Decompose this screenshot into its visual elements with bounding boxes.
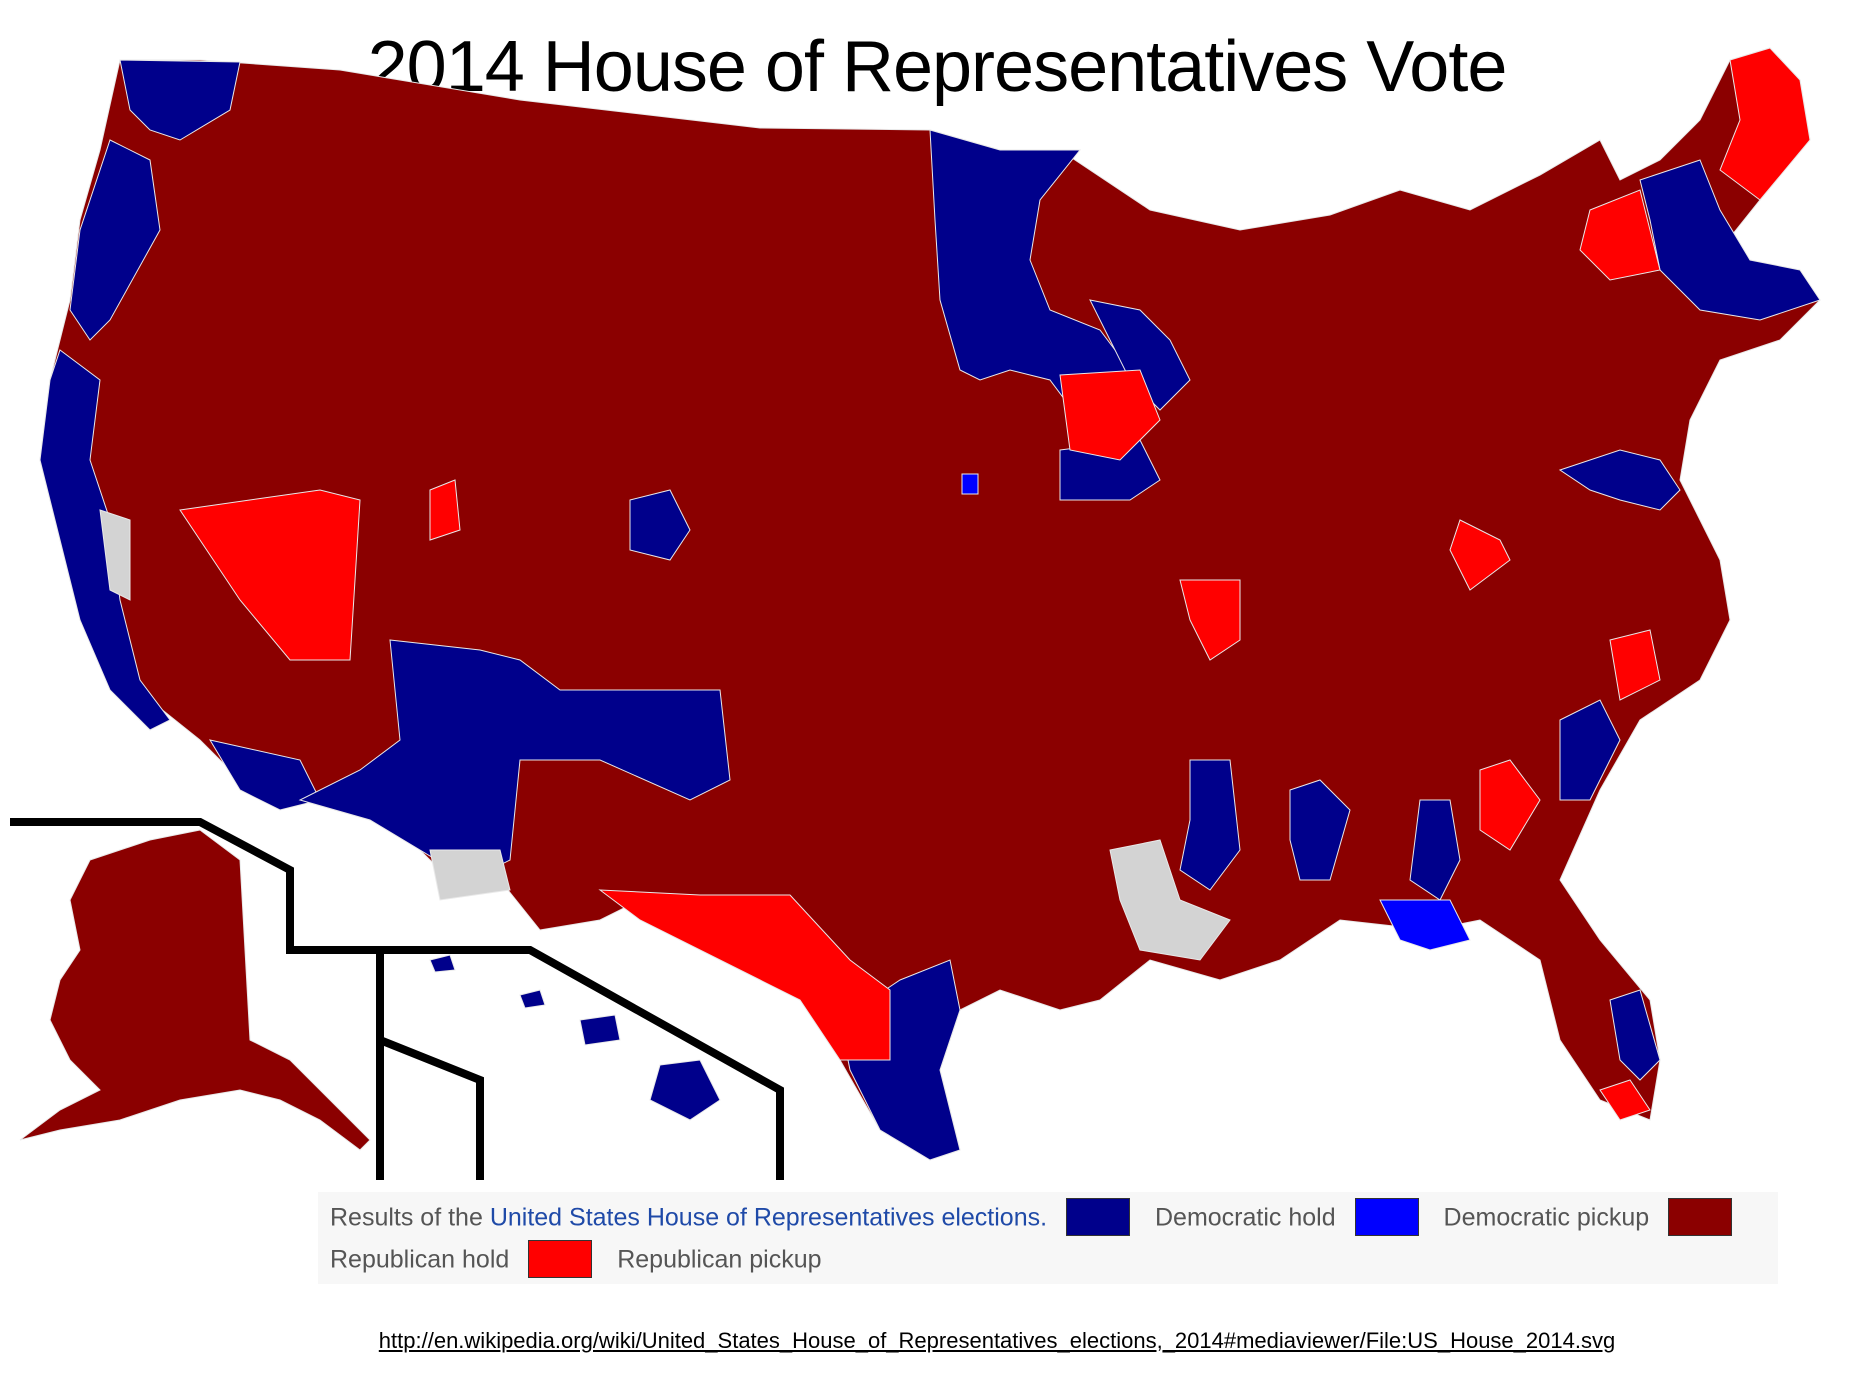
region-no-data-louisiana	[1109, 839, 1231, 961]
region-hawaii-big-island	[649, 1059, 721, 1121]
region-dem-pickup-florida	[1379, 899, 1471, 951]
region-dem-socal	[208, 739, 321, 811]
legend-swatch-republican-pickup	[528, 1240, 593, 1279]
region-no-data-arizona	[429, 849, 511, 901]
hawaii-inset-border	[380, 946, 784, 1180]
legend-swatch-democratic-pickup	[1354, 1198, 1419, 1237]
region-dem-mid-atlantic	[1558, 449, 1681, 511]
region-rep-pickup-florida	[1599, 1079, 1651, 1121]
region-dem-washington	[119, 59, 241, 141]
source-link[interactable]: http://en.wikipedia.org/wiki/United_Stat…	[378, 1328, 1616, 1353]
region-dem-west-coast	[69, 139, 161, 341]
legend-row-2: Republican hold Republican pickup	[330, 1238, 822, 1279]
region-dem-colorado	[629, 489, 691, 561]
map-title: 2014 House of Representatives Vote	[367, 27, 1508, 107]
legend-row-1: Results of the United States House of Re…	[330, 1196, 1750, 1237]
region-rep-pickup-iowa	[1059, 369, 1161, 461]
region-rep-pickup-nevada	[179, 489, 361, 661]
region-hawaii-3	[579, 1014, 621, 1046]
region-dem-georgia	[1409, 799, 1461, 901]
region-dem-mississippi	[1179, 759, 1241, 891]
legend-label-republican-hold: Republican hold	[330, 1245, 510, 1274]
legend-link[interactable]: United States House of Representatives e…	[489, 1203, 1048, 1232]
region-dem-nc	[1559, 699, 1621, 801]
legend-label-democratic-hold: Democratic hold	[1154, 1203, 1336, 1232]
legend-label-democratic-pickup: Democratic pickup	[1443, 1203, 1650, 1232]
region-dem-arizona-nm	[298, 639, 731, 881]
region-dem-alabama	[1289, 779, 1351, 881]
legend-swatch-republican-hold	[1668, 1198, 1733, 1237]
legend: Results of the United States House of Re…	[318, 1192, 1778, 1284]
region-rep-pickup-illinois	[1179, 579, 1241, 661]
region-dem-pickup-nebraska	[961, 473, 979, 495]
us-district-map	[10, 47, 1821, 1180]
region-dem-florida	[1609, 989, 1661, 1081]
region-alaska	[19, 829, 371, 1151]
region-no-data-california	[99, 509, 131, 601]
region-hawaii-2	[519, 989, 546, 1009]
region-rep-pickup-utah	[429, 479, 461, 541]
alaska-inset-border	[10, 818, 384, 1180]
region-rep-pickup-georgia	[1479, 759, 1541, 851]
region-rep-pickup-new-york	[1579, 189, 1661, 281]
region-rep-pickup-texas	[598, 889, 891, 1061]
region-rep-pickup-maine	[1719, 47, 1811, 201]
region-dem-vermont-mass	[1639, 159, 1821, 321]
legend-swatch-democratic-hold	[1066, 1198, 1131, 1237]
region-hawaii-1	[429, 954, 456, 973]
hawaii-inset-border-inner	[378, 1036, 484, 1180]
legend-intro: Results of the	[330, 1203, 483, 1232]
region-rep-pickup-wv	[1449, 519, 1511, 591]
region-rep-pickup-nc	[1609, 629, 1661, 701]
legend-label-republican-pickup: Republican pickup	[617, 1245, 822, 1274]
